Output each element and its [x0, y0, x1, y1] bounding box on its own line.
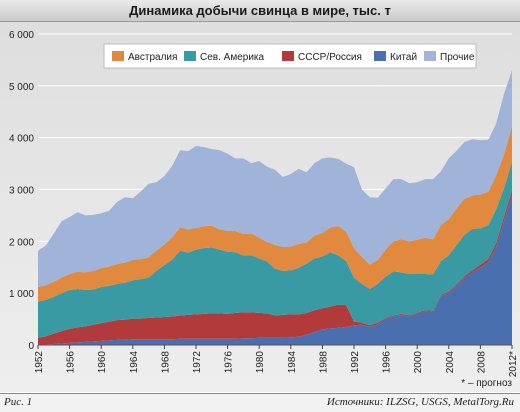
x-tick-label: 2008 [476, 351, 487, 374]
y-tick-label: 4 000 [9, 134, 34, 145]
legend: Австралия Сев. Америка СССР/Россия Китай Про… [103, 43, 477, 69]
area-series [38, 70, 512, 345]
legend-item: Австралия [112, 51, 177, 63]
x-tick-label: 1980 [255, 351, 266, 374]
legend-label: Китай [390, 52, 417, 63]
figure-label: Рис. 1 [4, 396, 33, 408]
legend-item: Китай [374, 51, 417, 63]
legend-swatch [282, 51, 294, 61]
legend-swatch [112, 51, 124, 61]
legend-item: Сев. Америка [184, 51, 265, 63]
legend-label: Австралия [128, 52, 177, 63]
area-series-китай [38, 194, 512, 345]
y-tick-label: 5 000 [9, 82, 34, 93]
x-tick-label: 1996 [382, 351, 393, 374]
x-tick-label: 1952 [34, 351, 45, 374]
sources-note: Источники: ILZSG, USGS, MetalTorg.Ru [326, 396, 514, 408]
x-tick-label: 1956 [66, 351, 77, 374]
x-tick-label: 1992 [350, 351, 361, 374]
x-tick-label: 1964 [129, 351, 140, 374]
legend-label: СССР/Россия [298, 52, 362, 63]
y-tick-label: 6 000 [9, 30, 34, 41]
area-series-ссср-россия [38, 190, 512, 345]
x-tick-label: 1960 [97, 351, 108, 374]
area-series-прочие [38, 70, 512, 287]
x-tick-label: 1968 [160, 351, 171, 374]
legend-label: Сев. Америка [200, 52, 265, 63]
x-tick-label: 1988 [318, 351, 329, 374]
legend-label: Прочие [440, 52, 475, 63]
legend-swatch [374, 51, 386, 61]
y-tick-label: 3 000 [9, 186, 34, 197]
footer: Рис. 1 Источники: ILZSG, USGS, MetalTorg… [0, 393, 520, 412]
area-series-австралия [38, 126, 512, 302]
legend-swatch [184, 51, 196, 61]
axes: 0 1 000 2 000 3 000 4 000 5 000 6 000 1952 1956 1… [9, 30, 519, 377]
legend-item: Прочие [424, 51, 475, 63]
x-tick-label: 1984 [287, 351, 298, 374]
x-tick-label: 1972 [192, 351, 203, 374]
y-tick-label: 2 000 [9, 237, 34, 248]
x-tick-label: 2004 [445, 351, 456, 374]
x-tick-label: 2000 [413, 351, 424, 374]
legend-item: СССР/Россия [282, 51, 362, 63]
chart-title: Динамика добычи свинца в мире, тыс. т [0, 0, 520, 22]
y-tick-label: 1 000 [9, 289, 34, 300]
x-tick-label: 1976 [224, 351, 235, 374]
y-tick-label: 0 [28, 341, 34, 352]
legend-swatch [424, 51, 436, 61]
x-tick-label: 2012* [508, 351, 519, 377]
lead-production-chart: 0 1 000 2 000 3 000 4 000 5 000 6 000 1952 1956 1… [9, 30, 519, 389]
area-series-сев-америка [38, 161, 512, 338]
forecast-footnote: * – прогноз [461, 378, 512, 389]
